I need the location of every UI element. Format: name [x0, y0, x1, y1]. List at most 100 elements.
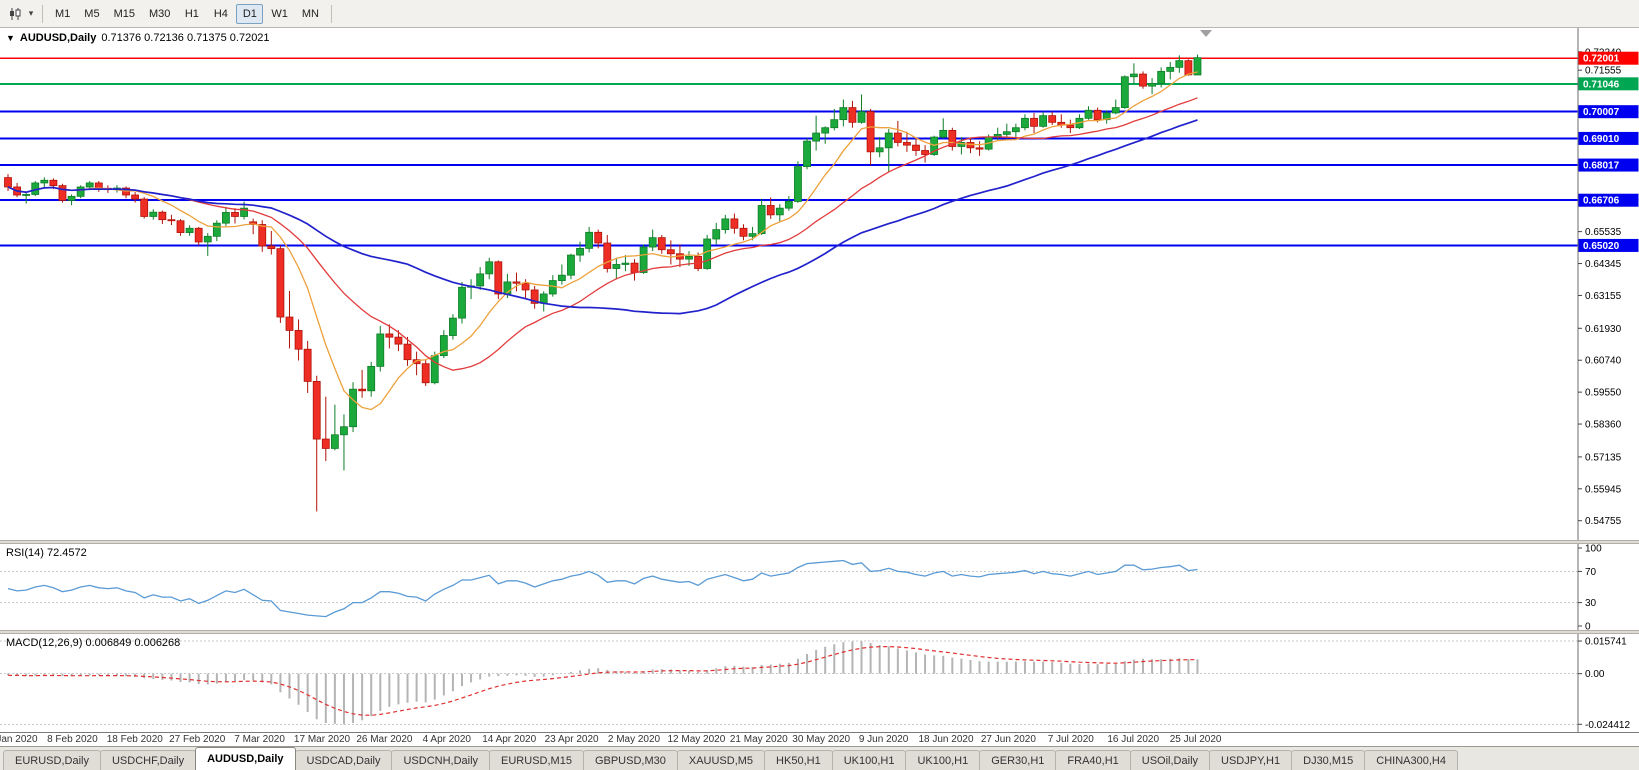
candles-layer [4, 54, 1202, 512]
timeframe-button-m15[interactable]: M15 [113, 7, 135, 20]
chart-tab-uk100-h1[interactable]: UK100,H1 [831, 750, 907, 770]
rsi-axis[interactable]: 100 70 30 0 [1577, 544, 1602, 631]
chart-tab-china300-h4[interactable]: CHINA300,H4 [1364, 750, 1458, 770]
svg-text:0.71555: 0.71555 [1585, 66, 1622, 77]
chart-tab-hk50-h1[interactable]: HK50,H1 [764, 750, 833, 770]
date-axis-label: 30 May 2020 [792, 734, 851, 745]
date-axis-label: 27 Jun 2020 [980, 734, 1036, 745]
svg-text:0.66706: 0.66706 [1583, 196, 1620, 207]
macd-signal-layer [7, 645, 1198, 716]
svg-text:0.55945: 0.55945 [1585, 484, 1622, 495]
svg-text:30: 30 [1585, 598, 1597, 609]
chart-tab-fra40-h1[interactable]: FRA40,H1 [1055, 750, 1131, 770]
chart-tab-bar: EURUSD,Daily USDCHF,Daily AUDUSD,Daily USDC… [0, 746, 1639, 770]
chart-shift-marker[interactable] [1200, 30, 1212, 37]
chart-tab-usdchf-daily[interactable]: USDCHF,Daily [99, 750, 197, 770]
chart-tab-xauusd-m5[interactable]: XAUUSD,M5 [676, 750, 766, 770]
moving-averages-layer [7, 71, 1198, 411]
chart-tab-usdjpy-h1[interactable]: USDJPY,H1 [1209, 750, 1293, 770]
svg-text:0.64345: 0.64345 [1585, 259, 1622, 270]
timeframe-button-mn[interactable]: MN [301, 7, 319, 20]
macd-histogram-layer [7, 641, 1199, 725]
date-axis-label: 7 Mar 2020 [234, 734, 285, 745]
timeframe-button-group: M1 M5 M15 M30 H1 H4 D1 W1 MN [48, 3, 326, 24]
date-axis-label: 25 Jul 2020 [1169, 734, 1222, 745]
macd-axis[interactable]: 0.015741 0.00 -0.024412 [1577, 634, 1630, 732]
timeframe-button-h4[interactable]: H4 [213, 7, 228, 20]
date-axis-label: 14 Apr 2020 [482, 734, 537, 745]
date-axis-label: 18 Jun 2020 [918, 734, 974, 745]
macd-chart[interactable]: 0.015741 0.00 -0.024412 [0, 634, 1639, 732]
chart-tab-eurusd-daily[interactable]: EURUSD,Daily [3, 750, 101, 770]
panel-splitter[interactable] [0, 630, 1639, 634]
date-axis-label: 23 Apr 2020 [544, 734, 599, 745]
svg-text:0.68017: 0.68017 [1583, 161, 1620, 172]
time-axis[interactable]: 30 Jan 2020 8 Feb 2020 18 Feb 2020 27 Feb 2… [0, 732, 1639, 746]
svg-text:0.65535: 0.65535 [1585, 227, 1622, 238]
timeframe-button-m5[interactable]: M5 [84, 7, 100, 20]
svg-text:0.58360: 0.58360 [1585, 420, 1622, 431]
panel-splitter[interactable] [0, 540, 1639, 544]
candlestick-glyph [10, 7, 21, 20]
timeframe-button-d1[interactable]: D1 [236, 3, 264, 24]
chart-tab-audusd-daily[interactable]: AUDUSD,Daily [195, 747, 296, 770]
chart-tab-usdcnh-daily[interactable]: USDCNH,Daily [391, 750, 491, 770]
toolbar-separator [42, 4, 43, 23]
svg-text:70: 70 [1585, 567, 1597, 578]
date-axis-label: 12 May 2020 [667, 734, 726, 745]
timeframe-button-m1[interactable]: M1 [55, 7, 71, 20]
chart-symbol-label: AUDUSD,Daily [19, 32, 97, 44]
svg-text:100: 100 [1585, 544, 1602, 555]
timeframe-button-m30[interactable]: M30 [148, 7, 171, 20]
top-toolbar: ▾ M1 M5 M15 M30 H1 H4 D1 W1 MN [0, 0, 1639, 28]
svg-text:0.63155: 0.63155 [1585, 291, 1622, 302]
chart-tab-usoil-daily[interactable]: USOil,Daily [1129, 750, 1211, 770]
macd-levels-layer [0, 640, 1578, 725]
hlines-layer [0, 57, 1578, 247]
rsi-levels-layer [0, 570, 1578, 604]
chart-tab-usdcad-daily[interactable]: USDCAD,Daily [294, 750, 393, 770]
svg-text:0.69010: 0.69010 [1583, 134, 1620, 145]
date-axis-label: 9 Jun 2020 [858, 734, 909, 745]
chart-tab-eurusd-m15[interactable]: EURUSD,M15 [489, 750, 584, 770]
svg-text:0.65020: 0.65020 [1583, 241, 1620, 252]
svg-text:0.72001: 0.72001 [1583, 54, 1620, 65]
rsi-chart[interactable]: 100 70 30 0 [0, 544, 1639, 630]
toolbar-separator [330, 4, 332, 23]
svg-text:0: 0 [1585, 622, 1591, 631]
timeframe-button-h1[interactable]: H1 [184, 7, 199, 20]
chart-type-icon[interactable] [5, 4, 25, 24]
chart-type-dropdown-icon[interactable]: ▾ [28, 8, 34, 18]
chart-tab-gbpusd-m30[interactable]: GBPUSD,M30 [582, 750, 678, 770]
main-chart-panel[interactable]: 0.722400.715550.655350.643450.631550.619… [0, 28, 1639, 540]
date-axis-label: 21 May 2020 [729, 734, 788, 745]
date-axis-label: 26 Mar 2020 [356, 734, 413, 745]
svg-text:0.57135: 0.57135 [1585, 452, 1622, 463]
rsi-indicator-panel[interactable]: 100 70 30 0 RSI(14) 72.4572 [0, 544, 1639, 630]
rsi-title: RSI(14) 72.4572 [6, 547, 87, 559]
chart-tab-uk100-h1[interactable]: UK100,H1 [905, 750, 981, 770]
date-axis-label: 18 Feb 2020 [106, 734, 163, 745]
svg-text:0.61930: 0.61930 [1585, 324, 1622, 335]
date-axis-label: 2 May 2020 [607, 734, 661, 745]
date-axis-label: 8 Feb 2020 [47, 734, 98, 745]
chart-tab-ger30-h1[interactable]: GER30,H1 [979, 750, 1057, 770]
svg-text:-0.024412: -0.024412 [1585, 720, 1630, 731]
price-axis[interactable]: 0.722400.715550.655350.643450.631550.619… [1577, 28, 1639, 540]
chart-window: 0.722400.715550.655350.643450.631550.619… [0, 28, 1639, 746]
date-axis-label: 4 Apr 2020 [422, 734, 471, 745]
symbol-quicknav-icon[interactable]: ▼ [6, 33, 15, 43]
svg-text:0.59550: 0.59550 [1585, 388, 1622, 399]
date-axis-label: 27 Feb 2020 [169, 734, 226, 745]
date-axis-label: 7 Jul 2020 [1047, 734, 1094, 745]
main-price-chart[interactable]: 0.722400.715550.655350.643450.631550.619… [0, 28, 1639, 540]
timeframe-button-w1[interactable]: W1 [271, 7, 288, 20]
date-axis-label: 17 Mar 2020 [293, 734, 351, 745]
date-axis-label: 16 Jul 2020 [1107, 734, 1160, 745]
date-axis-label: 30 Jan 2020 [0, 734, 38, 745]
svg-text:0.71046: 0.71046 [1583, 79, 1620, 90]
chart-tab-dj30-m15[interactable]: DJ30,M15 [1291, 750, 1366, 770]
chart-title: ▼ AUDUSD,Daily 0.71376 0.72136 0.71375 0… [6, 32, 270, 44]
macd-indicator-panel[interactable]: 0.015741 0.00 -0.024412 MACD(12,26,9) 0.00… [0, 634, 1639, 732]
